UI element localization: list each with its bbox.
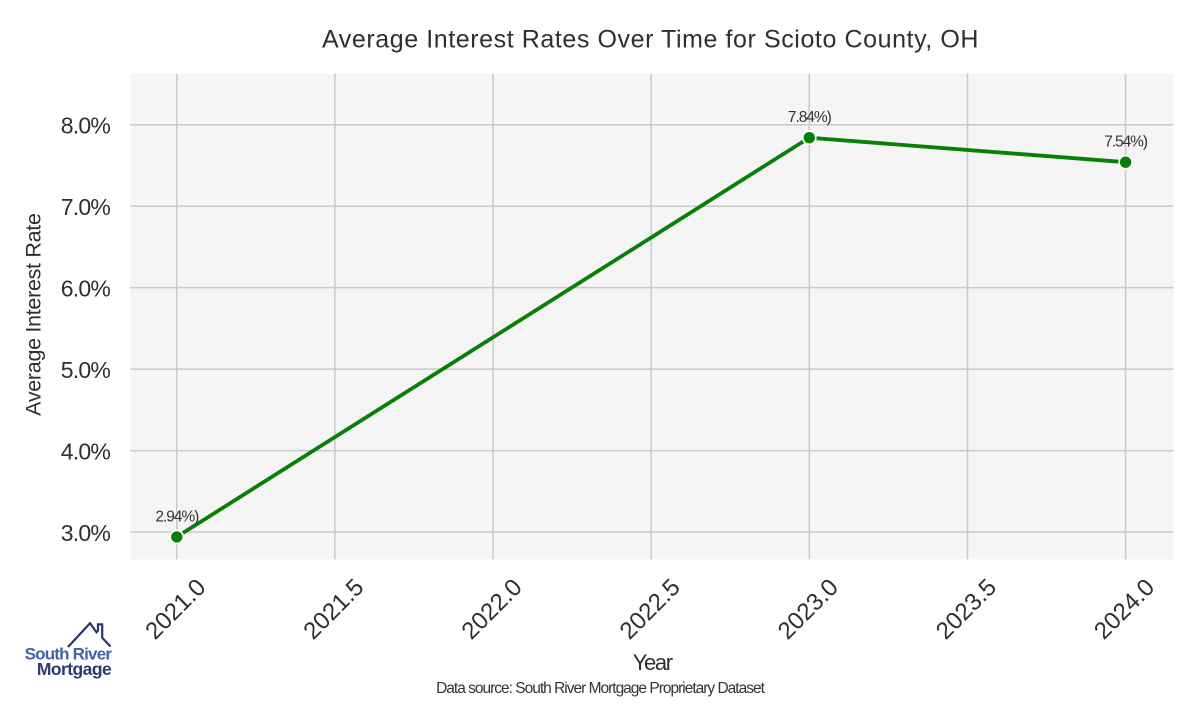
svg-text:2023.0: 2023.0 xyxy=(773,574,844,645)
svg-text:Mortgage: Mortgage xyxy=(37,659,112,679)
svg-text:2021.5: 2021.5 xyxy=(298,574,369,645)
svg-text:Average Interest Rates Over Ti: Average Interest Rates Over Time for Sci… xyxy=(322,26,979,54)
svg-text:2022.0: 2022.0 xyxy=(457,574,528,645)
svg-text:7.84%): 7.84%) xyxy=(788,109,832,126)
svg-text:7.54%): 7.54%) xyxy=(1104,134,1148,151)
svg-text:Year: Year xyxy=(633,650,673,675)
svg-text:2021.0: 2021.0 xyxy=(140,574,211,645)
svg-text:South River: South River xyxy=(25,644,113,663)
svg-text:Data source: South River Mortg: Data source: South River Mortgage Propri… xyxy=(436,680,765,697)
svg-text:2.94%): 2.94%) xyxy=(155,508,199,525)
svg-text:6.0%: 6.0% xyxy=(61,276,111,302)
svg-text:2024.0: 2024.0 xyxy=(1089,574,1160,645)
svg-text:Average Interest Rate: Average Interest Rate xyxy=(22,213,46,415)
svg-text:3.0%: 3.0% xyxy=(61,520,111,546)
svg-text:5.0%: 5.0% xyxy=(61,357,111,383)
svg-text:7.0%: 7.0% xyxy=(61,194,111,220)
svg-text:2023.5: 2023.5 xyxy=(931,574,1002,645)
svg-text:4.0%: 4.0% xyxy=(61,439,111,465)
svg-text:2022.5: 2022.5 xyxy=(615,574,686,645)
svg-text:8.0%: 8.0% xyxy=(61,113,111,139)
